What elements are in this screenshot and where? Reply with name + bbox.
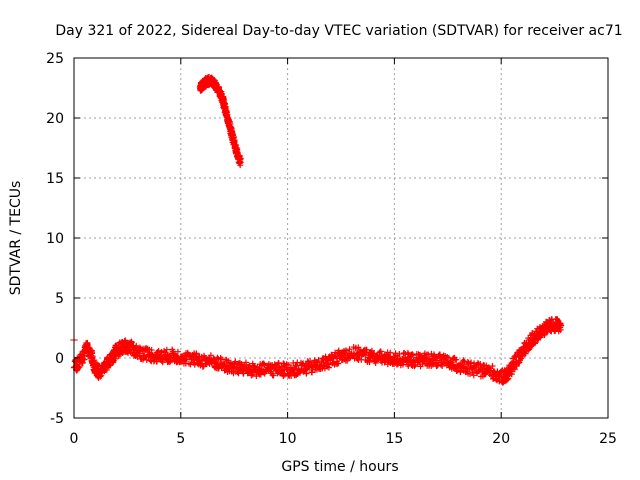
- data-point: [97, 373, 104, 380]
- data-point: [558, 322, 565, 329]
- data-point: [182, 355, 189, 362]
- data-point: [325, 364, 332, 371]
- data-point: [112, 342, 119, 349]
- data-point: [193, 350, 200, 357]
- data-point: [410, 352, 417, 359]
- x-tick-label: 10: [279, 431, 297, 447]
- data-point: [174, 348, 181, 355]
- data-point: [280, 373, 287, 380]
- data-points: +: [69, 74, 565, 386]
- data-point: [81, 352, 88, 359]
- data-point: [232, 358, 239, 365]
- data-point: [84, 340, 91, 347]
- y-tick-label: 5: [55, 291, 64, 307]
- data-point: [136, 344, 143, 351]
- y-tick-label: 25: [46, 51, 64, 67]
- data-point: [363, 346, 370, 353]
- axis-ticks: [73, 57, 609, 419]
- data-point: [248, 372, 255, 379]
- y-tick-label: -5: [50, 411, 64, 427]
- y-axis-label: SDTVAR / TECUs: [8, 181, 24, 296]
- y-tick-label: 15: [46, 171, 64, 187]
- data-point: [387, 349, 394, 356]
- data-point: [153, 358, 160, 365]
- data-point: [315, 357, 322, 364]
- data-point: [468, 359, 475, 366]
- x-tick-labels: 0 5 10 15 20 25: [70, 431, 617, 447]
- data-point: [453, 356, 460, 363]
- data-point: [511, 366, 518, 373]
- y-tick-label: 0: [55, 351, 64, 367]
- data-point: [303, 370, 310, 377]
- x-tick-label: 15: [385, 431, 403, 447]
- series-2: [196, 74, 244, 169]
- data-point: [377, 348, 384, 355]
- data-point: [470, 372, 477, 379]
- data-point: [366, 359, 373, 366]
- data-point: [425, 351, 432, 358]
- data-point: [237, 159, 244, 166]
- data-point: [335, 360, 342, 367]
- data-point: [508, 370, 515, 377]
- data-point: [487, 367, 494, 374]
- y-tick-label: 20: [46, 111, 64, 127]
- data-point: [148, 347, 155, 354]
- y-tick-label: 10: [46, 231, 64, 247]
- data-point: [537, 332, 544, 339]
- data-point: [207, 352, 214, 359]
- data-point: [554, 316, 561, 323]
- grid-lines: [74, 58, 608, 418]
- data-point: [91, 357, 98, 364]
- data-point: [157, 349, 164, 356]
- series-1: [70, 316, 565, 386]
- data-point: [222, 104, 229, 111]
- x-tick-label: 0: [70, 431, 79, 447]
- data-point: [220, 360, 227, 367]
- data-point: [112, 355, 119, 362]
- x-tick-label: 25: [599, 431, 617, 447]
- data-point: [493, 376, 500, 383]
- data-point: [162, 349, 169, 356]
- data-point: [269, 372, 276, 379]
- chart-title: Day 321 of 2022, Sidereal Day-to-day VTE…: [55, 23, 622, 39]
- data-point: [346, 346, 353, 353]
- x-tick-label: 20: [492, 431, 510, 447]
- data-point: [253, 373, 260, 380]
- data-point: [489, 363, 496, 370]
- x-axis-label: GPS time / hours: [281, 459, 398, 475]
- y-tick-labels: 25 20 15 10 5 0 -5: [46, 51, 64, 427]
- x-tick-label: 5: [176, 431, 185, 447]
- data-point: [249, 371, 256, 378]
- data-point: [342, 347, 349, 354]
- data-point: [360, 348, 367, 355]
- data-point: [163, 346, 170, 353]
- data-point: [307, 357, 314, 364]
- data-point: [76, 363, 83, 370]
